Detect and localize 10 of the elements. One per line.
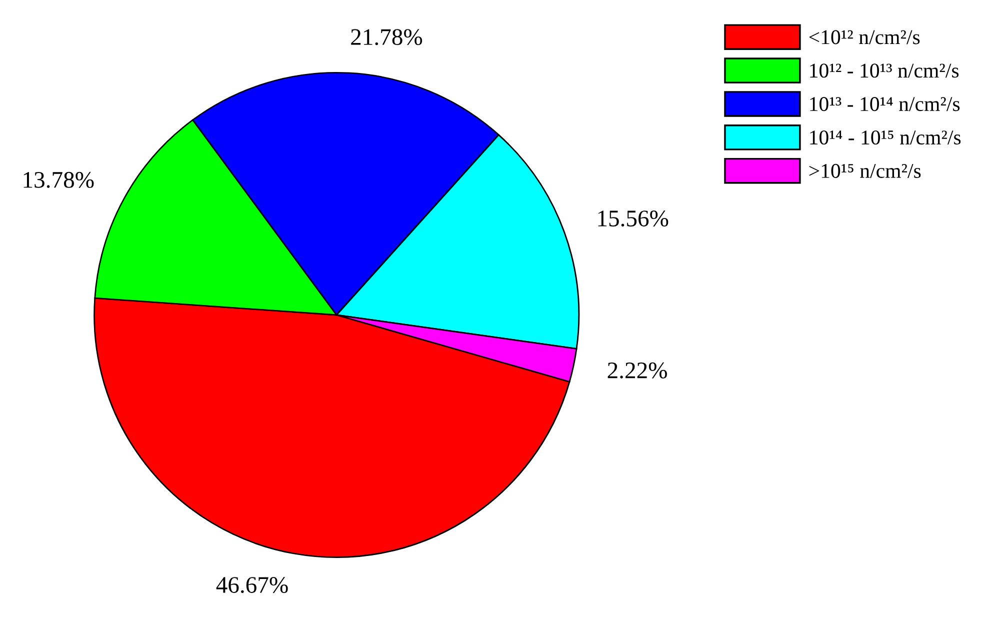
- data-label: 21.78%: [351, 29, 422, 46]
- data-label: 13.78%: [24, 172, 94, 188]
- data-label: 15.56%: [598, 210, 668, 227]
- legend-label: 10¹³ - 10¹⁴ n/cm²/s: [810, 97, 960, 112]
- legend-label: >10¹⁵ n/cm²/s: [809, 164, 921, 178]
- legend-label: <10¹² n/cm²/s: [809, 30, 920, 44]
- data-label: 46.67%: [216, 577, 288, 594]
- data-label: 2.22%: [608, 362, 667, 378]
- legend-label: 10¹⁴ - 10¹⁵ n/cm²/s: [810, 130, 961, 145]
- legend-label: 10¹² - 10¹³ n/cm²/s: [810, 64, 959, 78]
